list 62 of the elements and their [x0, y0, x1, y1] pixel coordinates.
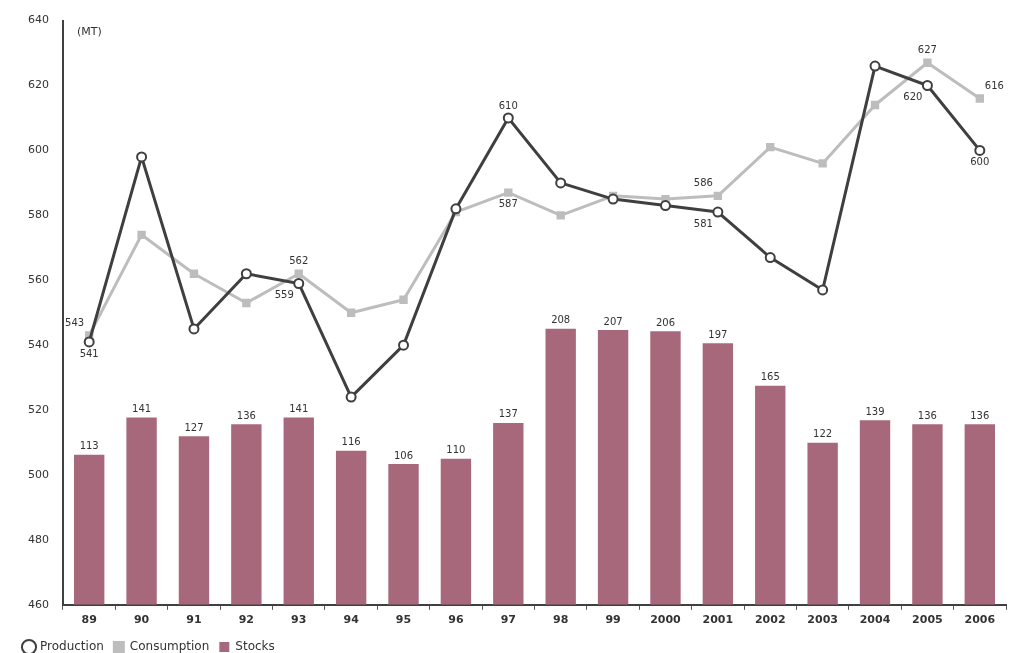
data-label: 136: [970, 409, 990, 421]
data-label: 197: [708, 328, 728, 340]
legend-label: Stocks: [235, 639, 275, 653]
y-tick-label: 480: [28, 532, 49, 546]
x-tick-label: 2002: [754, 613, 786, 627]
data-label: 581: [693, 217, 713, 229]
data-label: 139: [865, 405, 885, 417]
data-label: 586: [693, 177, 713, 189]
data-label: 122: [813, 428, 833, 440]
y-tick-label: 580: [28, 208, 49, 222]
data-label: 116: [341, 436, 361, 448]
data-label: 165: [760, 371, 780, 383]
x-tick-label: 99: [605, 613, 621, 627]
x-tick-label: 2006: [964, 613, 996, 627]
data-label: 559: [274, 289, 294, 301]
x-tick-label: 92: [238, 613, 255, 627]
y-tick-label: 560: [28, 273, 49, 287]
y-tick-label: 500: [28, 467, 49, 481]
data-label: 627: [917, 44, 937, 56]
y-tick-label: 460: [28, 597, 49, 611]
data-label: 136: [236, 409, 256, 421]
x-tick-label: 90: [133, 613, 150, 627]
legend-label: Production: [40, 639, 104, 653]
data-label: 113: [79, 440, 99, 452]
x-tick-label: 98: [553, 613, 569, 627]
data-label: 110: [446, 444, 466, 456]
data-label: 207: [603, 315, 623, 327]
x-tick-label: 89: [81, 613, 97, 627]
legend-label: Consumption: [129, 639, 210, 653]
data-label: 206: [655, 316, 676, 328]
data-label: 543: [65, 317, 85, 329]
data-label: 620: [903, 91, 923, 103]
data-label: 600: [970, 156, 990, 168]
data-label: 541: [79, 347, 99, 359]
data-label: 208: [551, 314, 571, 326]
x-tick-label: 2005: [912, 613, 943, 627]
x-tick-label: 91: [186, 613, 202, 627]
x-tick-label: 94: [343, 613, 360, 627]
x-tick-label: 93: [291, 613, 307, 627]
x-tick-label: 2000: [650, 613, 682, 627]
data-label: 106: [393, 449, 414, 461]
y-tick-label: 640: [28, 13, 49, 27]
x-tick-label: 2001: [702, 613, 734, 627]
y-tick-label: 540: [28, 338, 49, 352]
data-label: 610: [498, 99, 518, 111]
x-tick-label: 2004: [859, 613, 891, 627]
x-tick-label: 95: [395, 613, 412, 627]
x-tick-label: 97: [500, 613, 516, 627]
data-label: 587: [498, 198, 518, 210]
data-label: 616: [984, 80, 1004, 92]
y-axis-title: (MT): [77, 24, 102, 38]
x-tick-label: 96: [448, 613, 464, 627]
data-label: 141: [132, 403, 152, 415]
y-tick-label: 600: [28, 143, 49, 157]
y-tick-label: 520: [28, 402, 49, 416]
data-label: 136: [917, 409, 937, 421]
data-label: 141: [289, 403, 309, 415]
data-label: 562: [289, 255, 309, 267]
data-label: 137: [498, 408, 518, 420]
y-tick-label: 620: [28, 78, 49, 92]
x-tick-label: 2003: [807, 613, 838, 627]
data-label: 127: [184, 421, 204, 433]
